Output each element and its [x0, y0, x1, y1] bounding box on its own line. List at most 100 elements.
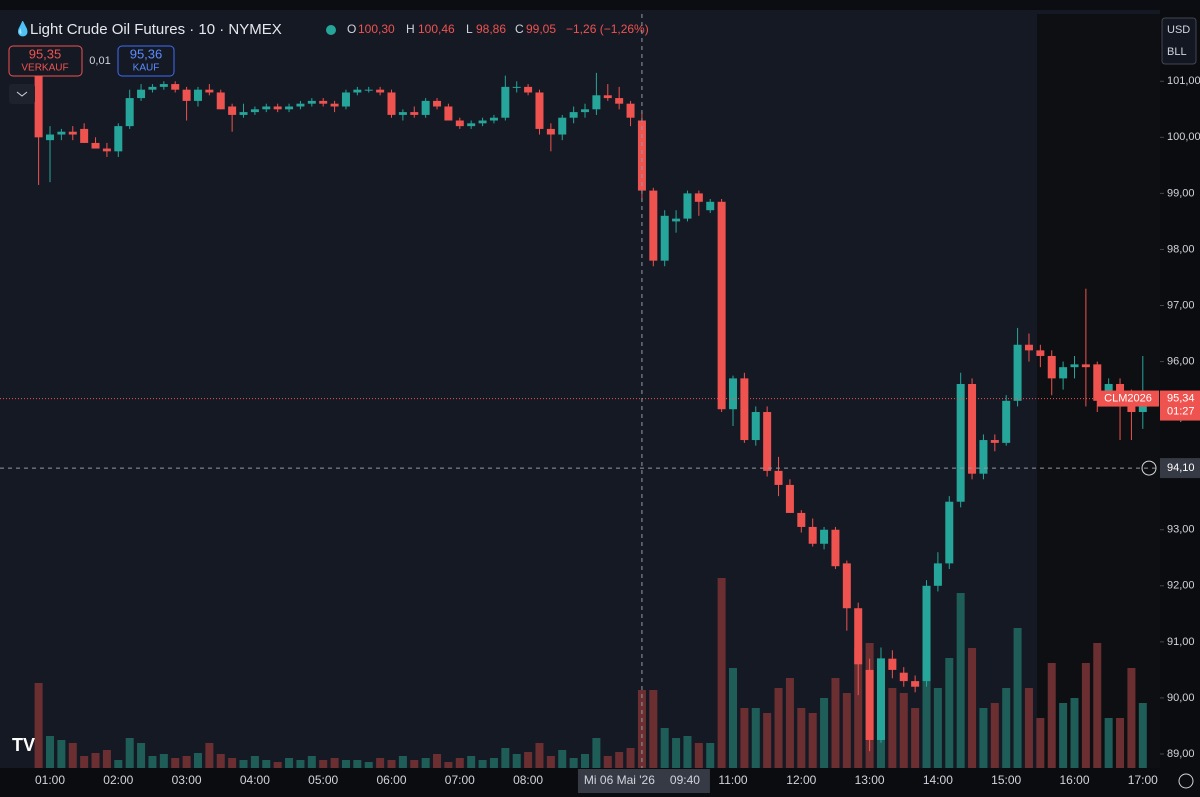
sell-button[interactable]: [8, 45, 83, 77]
volume-bar: [1116, 718, 1125, 768]
candle-body: [364, 89, 373, 91]
volume-bar: [1059, 703, 1068, 768]
volume-bar: [911, 708, 920, 768]
volume-bar: [102, 750, 111, 768]
candle-body: [512, 86, 521, 88]
volume-bar: [114, 760, 123, 768]
candle-body: [387, 92, 396, 115]
volume-bar: [808, 713, 817, 768]
volume-bar: [1024, 688, 1033, 768]
volume-bar: [125, 738, 134, 768]
candle-body: [729, 378, 737, 410]
candle-body: [797, 512, 806, 527]
volume-bar: [296, 760, 305, 768]
open-label: O: [347, 22, 356, 36]
volume-bar: [774, 688, 783, 768]
candle-body: [569, 112, 578, 118]
candle-body: [820, 529, 829, 544]
volume-bar: [592, 738, 601, 768]
x-tick-label: 02:00: [103, 773, 133, 787]
candle-body: [228, 106, 237, 115]
low-label: L: [466, 22, 473, 36]
crosshair-time-box: [577, 769, 710, 793]
candle-body: [433, 100, 442, 107]
candle-body: [535, 92, 544, 129]
volume-bar: [137, 743, 146, 768]
volume-bar: [387, 760, 396, 768]
volume-bar: [319, 760, 328, 768]
x-tick-label: 11:00: [718, 773, 747, 787]
y-tick-label: 96,00: [1167, 355, 1195, 367]
candle-body: [205, 89, 214, 93]
candle-body: [1013, 344, 1022, 401]
candle-body: [1070, 364, 1079, 368]
candle-body: [637, 120, 646, 191]
open-value: 100,30: [358, 22, 395, 36]
volume-bar: [228, 758, 237, 768]
buy-button[interactable]: [117, 45, 175, 77]
candle-body: [581, 109, 590, 113]
candle-body: [478, 120, 487, 124]
volume-bar: [376, 758, 385, 768]
spread: 0,01: [89, 55, 110, 67]
y-tick-label: 101,00: [1167, 75, 1200, 87]
volume-bar: [1013, 628, 1022, 768]
candle-body: [763, 412, 772, 471]
volume-bar: [444, 762, 453, 768]
volume-bar: [171, 758, 180, 768]
candle-body: [956, 383, 965, 502]
currency[interactable]: USD: [1167, 24, 1190, 36]
sell-label[interactable]: VERKAUF: [21, 63, 68, 74]
volume-bar: [649, 690, 658, 768]
sell-price[interactable]: 95,35: [29, 46, 62, 61]
volume-bar: [341, 760, 350, 768]
candle-body: [1059, 367, 1068, 379]
unit[interactable]: BLL: [1167, 46, 1187, 58]
buy-price[interactable]: 95,36: [130, 46, 163, 61]
candle-body: [945, 501, 954, 564]
volume-bar: [1104, 718, 1113, 768]
volume-bar: [1127, 668, 1136, 768]
volume-bar: [1138, 703, 1147, 768]
candle-body: [1002, 400, 1011, 443]
volume-bar: [603, 756, 612, 768]
volume-bar: [990, 703, 999, 768]
candle-body: [296, 103, 305, 107]
volume-bar: [478, 760, 487, 768]
buy-label[interactable]: KAUF: [133, 63, 160, 74]
volume-bar: [410, 760, 419, 768]
volume-bar: [820, 698, 829, 768]
volume-bar: [717, 578, 726, 768]
close-value: 99,05: [526, 22, 556, 36]
volume-bar: [1081, 663, 1090, 768]
candle-body: [979, 440, 988, 474]
symbol-label: CLM2026: [1104, 392, 1152, 404]
unit-box[interactable]: [1161, 17, 1197, 65]
symbol-box: [1097, 390, 1159, 407]
candle-body: [262, 106, 271, 110]
add-alert: [1141, 460, 1157, 476]
candle-body: [57, 131, 66, 135]
x-tick-label: 07:00: [445, 773, 475, 787]
volume-bar: [159, 754, 168, 768]
collapse-button[interactable]: [9, 84, 35, 104]
candle-body: [467, 123, 476, 127]
volume-bar: [307, 756, 316, 768]
candle-body: [193, 89, 202, 101]
chart-title: Light Crude Oil Futures · 10 · NYMEX: [30, 21, 282, 38]
volume-bar: [797, 708, 806, 768]
x-tick-label: 06:00: [376, 773, 406, 787]
top-bar: [0, 0, 1200, 10]
candle-body: [785, 484, 794, 513]
volume-bar: [763, 713, 772, 768]
candle-body: [68, 131, 77, 135]
settings-icon[interactable]: [1178, 773, 1194, 789]
volume-bar: [968, 648, 977, 768]
y-tick-label: 97,00: [1167, 299, 1195, 311]
last-price-box: [1160, 390, 1200, 421]
x-tick-label: 17:00: [1128, 773, 1158, 787]
volume-bar: [854, 648, 863, 768]
candle-body: [1116, 383, 1125, 393]
candle-body: [888, 658, 897, 670]
